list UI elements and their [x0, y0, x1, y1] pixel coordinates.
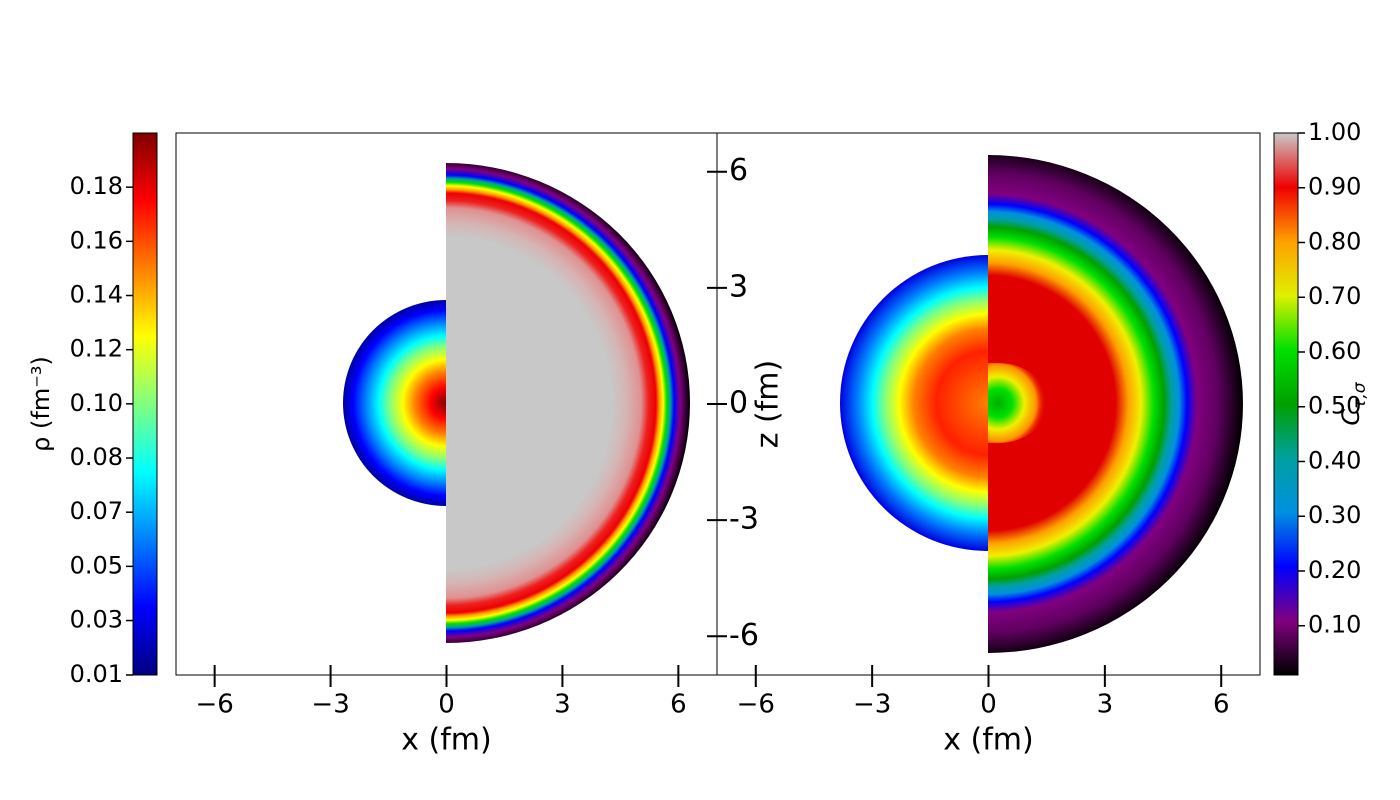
colorbar-tick-label: 0.12	[70, 335, 123, 363]
colorbar-tick-label: 1.00	[1308, 118, 1361, 146]
colorbar	[132, 132, 158, 676]
density-disk-left	[343, 300, 446, 506]
x-tick-label: 6	[1213, 690, 1230, 720]
x-tick-label: −3	[311, 690, 349, 720]
y-tick-label: 0	[729, 386, 748, 421]
density-image	[343, 155, 1243, 653]
x-tick-label: −6	[195, 690, 233, 720]
colorbar-label-text: C	[1337, 409, 1365, 426]
colorbar-tick-label: 0.80	[1308, 227, 1361, 255]
colorbar-label: Cτ,σ	[1337, 381, 1370, 425]
colorbar-label-subscript: τ,σ	[1350, 381, 1370, 409]
x-tick-label: 0	[438, 690, 455, 720]
colorbar-label-text: ρ (fm⁻³)	[27, 356, 55, 452]
colorbar-tick-label: 0.70	[1308, 282, 1361, 310]
y-tick-label: -6	[729, 618, 759, 653]
x-tick-label: −6	[737, 690, 775, 720]
colorbar-tick-label: 0.08	[70, 443, 123, 471]
x-tick-label: 6	[670, 690, 687, 720]
colorbar	[1273, 132, 1299, 676]
x-tick-label: −3	[853, 690, 891, 720]
x-axis-label: x (fm)	[943, 723, 1033, 758]
correlation-core	[988, 363, 1048, 443]
colorbar-tick-label: 0.01	[70, 660, 123, 688]
y-tick-label: -3	[729, 502, 759, 537]
colorbar-tick-label: 0.05	[70, 551, 123, 579]
colorbar-tick-label: 0.03	[70, 606, 123, 634]
y-tick-label: 6	[729, 153, 748, 188]
colorbar-tick-label: 0.16	[70, 226, 123, 254]
colorbar-tick-label: 0.40	[1308, 446, 1361, 474]
colorbar-label: ρ (fm⁻³)	[27, 356, 55, 452]
y-axis-label: z (fm)	[751, 360, 786, 448]
colorbar-tick-label: 0.50	[1308, 392, 1361, 420]
correlation-disk-right	[988, 155, 1243, 653]
colorbar-tick-label: 0.14	[70, 281, 123, 309]
x-axis-label: x (fm)	[401, 723, 491, 758]
colorbar-tick-label: 0.10	[70, 389, 123, 417]
colorbar-tick-label: 0.18	[70, 172, 123, 200]
colorbar-tick-label: 0.60	[1308, 337, 1361, 365]
colorbar-tick-label: 0.07	[70, 497, 123, 525]
x-tick-label: 0	[980, 690, 997, 720]
x-tick-label: 3	[1097, 690, 1114, 720]
colorbar-tick-label: 0.30	[1308, 501, 1361, 529]
density-disk-right	[446, 163, 690, 643]
colorbar-tick-label: 0.90	[1308, 173, 1361, 201]
colorbar-tick-label: 0.20	[1308, 556, 1361, 584]
correlation-disk-left	[840, 255, 988, 551]
x-tick-label: 3	[554, 690, 571, 720]
colorbar-tick-label: 0.10	[1308, 611, 1361, 639]
y-tick-label: 3	[729, 269, 748, 304]
